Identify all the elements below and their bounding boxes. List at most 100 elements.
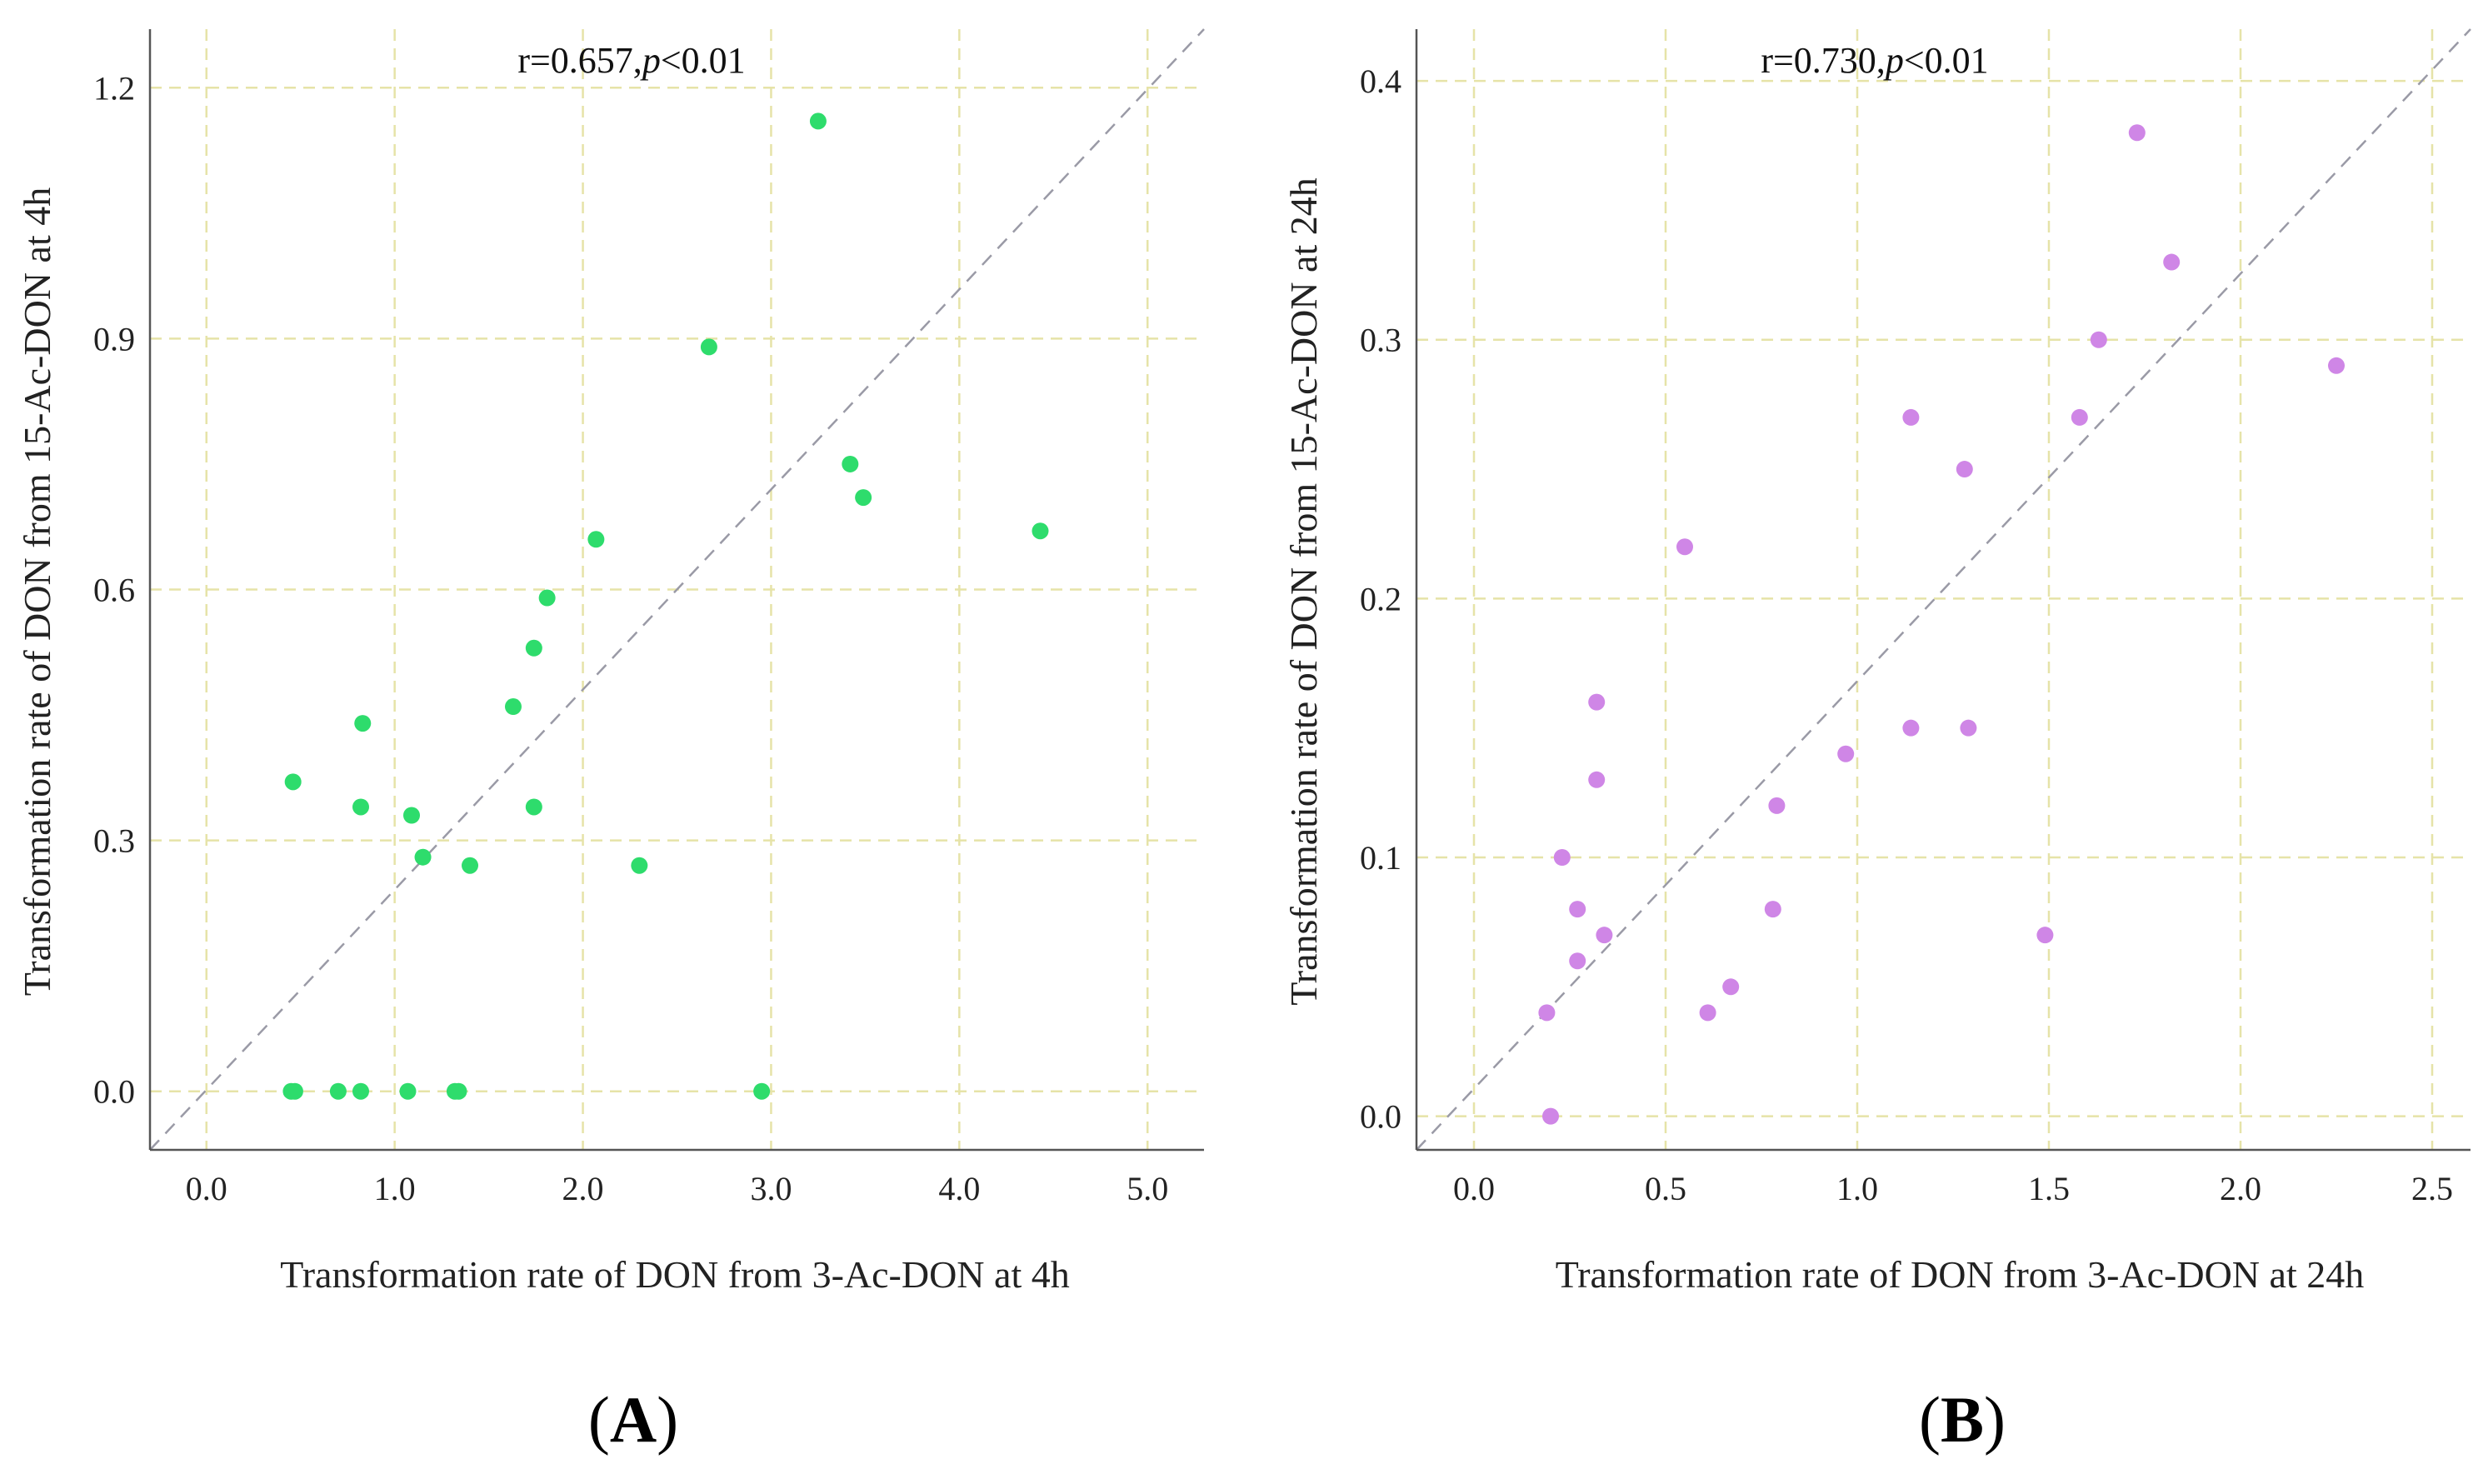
panel-a-data-point [842, 455, 859, 472]
panel-b-data-point [2090, 331, 2107, 348]
panel-a-data-point [1032, 522, 1049, 540]
panel-b-y-tick-label: 0.1 [1360, 839, 1401, 877]
panel-a-data-point [538, 589, 556, 607]
panel-b-data-point [1902, 408, 1920, 426]
panel-b-data-point [1960, 719, 1977, 737]
panel-a-chart: 0.0 1.0 2.0 3.0 4.0 5.0 0.0 0.3 0.6 0.9 1.2 r=0.6… [16, 28, 1205, 1296]
panel-a-data-point [462, 857, 479, 874]
panel-b-x-tick-label: 0.5 [1645, 1170, 1686, 1207]
panel-b-y-axis-label: Transformation rate of DON from 15-Ac-DO… [1282, 177, 1325, 1005]
panel-b-chart: 0.0 0.5 1.0 1.5 2.0 2.5 0.0 0.1 0.2 0.3 0.4 r=0.7… [1282, 28, 2471, 1296]
panel-b-r-text: r=0.730, [1761, 40, 1885, 81]
panel-a-data-point [753, 1082, 771, 1100]
panel-a-y-axis-label: Transformation rate of DON from 15-Ac-DO… [16, 187, 58, 996]
panel-b-correlation-annotation: r=0.730,p<0.01 [1761, 40, 1988, 81]
panel-a-r-text: r=0.657, [517, 40, 642, 81]
panel-a-reference-line [149, 28, 1205, 1151]
panel-a-reference-line-group [149, 28, 1205, 1151]
panel-a-data-point [284, 773, 302, 791]
panel-b-data-point [1956, 461, 1973, 478]
panel-label-a-open: ( [588, 1383, 610, 1456]
panel-b-data-point [1676, 538, 1693, 556]
panel-b-data-point [1837, 745, 1855, 762]
panel-b-data-point [2036, 927, 2054, 944]
panel-b-data-point [2071, 408, 2088, 426]
panel-b-y-ticks: 0.0 0.1 0.2 0.3 0.4 [1360, 62, 1401, 1135]
panel-label-a: (A) [588, 1383, 678, 1456]
panel-label-b-open: ( [1919, 1383, 1941, 1456]
panel-a-x-tick-label: 0.0 [186, 1170, 227, 1207]
panel-label-b-letter: B [1941, 1383, 1984, 1456]
panel-b-data-point [1764, 901, 1781, 918]
panel-a-data-point [504, 698, 522, 716]
panel-a-data-point [450, 1082, 467, 1100]
panel-a-data-point [414, 848, 432, 866]
panel-a-y-tick-label: 0.3 [93, 822, 135, 860]
panel-b-data-point [1588, 771, 1606, 788]
panel-b-x-tick-label: 1.0 [1836, 1170, 1878, 1207]
panel-b-data-point [1768, 797, 1786, 814]
panel-a-axes [148, 29, 1204, 1152]
panel-a-data-point [354, 715, 372, 732]
panel-a-data-point [587, 531, 605, 548]
panel-b-data-point [1588, 693, 1606, 711]
panel-b-reference-line [1416, 28, 2471, 1151]
panel-a-x-tick-label: 2.0 [562, 1170, 604, 1207]
panel-a-points [282, 112, 1049, 1100]
panel-a-data-point [700, 338, 717, 356]
panel-b-data-point [1699, 1004, 1716, 1022]
panel-b-axes [1415, 29, 2471, 1152]
panel-a-y-tick-label: 0.9 [93, 320, 135, 357]
panel-a-y-ticks: 0.0 0.3 0.6 0.9 1.2 [93, 69, 135, 1110]
panel-a-data-point [399, 1082, 417, 1100]
panel-a-data-point [855, 489, 872, 507]
panel-b-x-tick-label: 2.5 [2411, 1170, 2453, 1207]
panel-a-data-point [402, 807, 420, 824]
panel-a-x-tick-label: 3.0 [750, 1170, 792, 1207]
panel-a-x-axis-label: Transformation rate of DON from 3-Ac-DON… [280, 1253, 1069, 1296]
panel-a-p-symbol: p [640, 40, 661, 81]
panel-a-y-tick-label: 0.6 [93, 572, 135, 609]
panel-a-x-tick-label: 5.0 [1127, 1170, 1168, 1207]
panel-label-b: (B) [1919, 1383, 2006, 1456]
panel-a-x-ticks: 0.0 1.0 2.0 3.0 4.0 5.0 [186, 1170, 1168, 1207]
panel-a-x-tick-label: 1.0 [374, 1170, 416, 1207]
panel-b-data-point [1569, 952, 1586, 970]
panel-a-y-tick-label: 1.2 [93, 69, 135, 107]
panel-b-data-point [1902, 719, 1920, 737]
panel-a-data-point [809, 112, 827, 130]
panel-b-points [1538, 124, 2345, 1125]
panel-a-x-tick-label: 4.0 [938, 1170, 980, 1207]
panel-b-x-axis-label: Transformation rate of DON from 3-Ac-DON… [1556, 1253, 2364, 1296]
panel-a-data-point [286, 1082, 303, 1100]
panel-a-data-point [352, 798, 369, 816]
panel-a-grid [150, 29, 1204, 1150]
panel-b-data-point [1722, 978, 1740, 996]
panel-a-data-point [329, 1082, 347, 1100]
panel-b-y-tick-label: 0.3 [1360, 322, 1401, 359]
panel-b-reference-line-group [1416, 28, 2471, 1151]
panel-a-data-point [525, 798, 542, 816]
panel-a-data-point [525, 639, 542, 657]
panel-b-p-value: <0.01 [1904, 40, 1989, 81]
panel-b-data-point [1596, 927, 1613, 944]
panel-label-b-close: ) [1984, 1383, 2006, 1456]
panel-b-x-tick-label: 0.0 [1453, 1170, 1495, 1207]
panel-b-y-tick-label: 0.0 [1360, 1098, 1401, 1136]
panel-b-p-symbol: p [1883, 40, 1904, 81]
panel-b-data-point [2163, 253, 2181, 271]
panel-b-grid [1416, 29, 2471, 1150]
panel-b-data-point [1538, 1004, 1556, 1022]
panel-a-y-tick-label: 0.0 [93, 1073, 135, 1111]
panel-a-data-point [352, 1082, 369, 1100]
panel-b-y-tick-label: 0.4 [1360, 62, 1401, 100]
panel-label-a-close: ) [657, 1383, 678, 1456]
panel-b-data-point [1553, 848, 1571, 866]
panel-b-x-ticks: 0.0 0.5 1.0 1.5 2.0 2.5 [1453, 1170, 2453, 1207]
panel-label-a-letter: A [610, 1383, 657, 1456]
panel-b-x-tick-label: 2.0 [2220, 1170, 2261, 1207]
panel-a-correlation-annotation: r=0.657,p<0.01 [517, 40, 745, 81]
panel-b-x-tick-label: 1.5 [2028, 1170, 2070, 1207]
panel-b-data-point [2328, 357, 2345, 374]
